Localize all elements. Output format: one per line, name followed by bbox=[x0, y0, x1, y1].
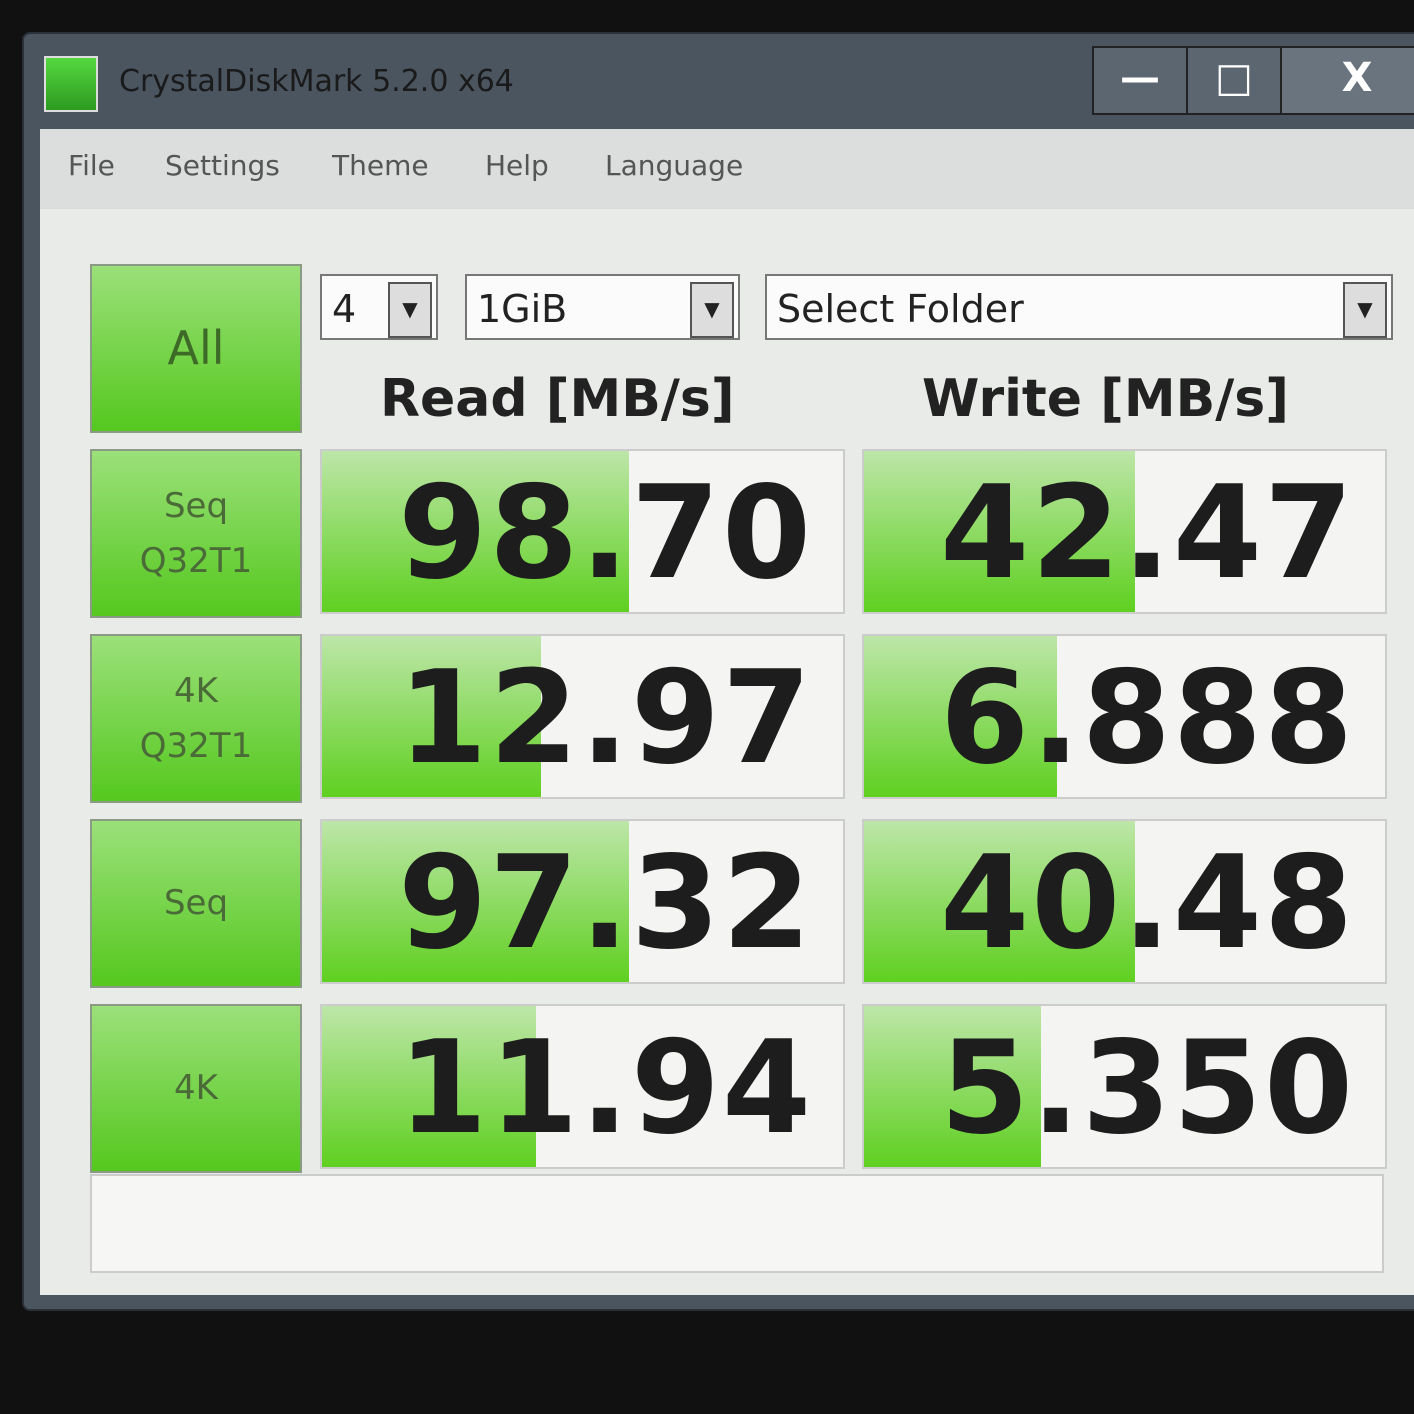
write-result: 6.888 bbox=[862, 634, 1387, 799]
read-value: 12.97 bbox=[398, 644, 813, 793]
read-bar bbox=[322, 1006, 536, 1167]
read-header: Read [MB/s] bbox=[380, 369, 735, 429]
app-window: CrystalDiskMark 5.2.0 x64 — □ X File Set… bbox=[22, 32, 1414, 1311]
folder-select[interactable]: Select Folder ▼ bbox=[765, 274, 1393, 340]
minimize-icon: — bbox=[1120, 55, 1160, 101]
count-value: 4 bbox=[332, 287, 357, 331]
write-header: Write [MB/s] bbox=[922, 369, 1289, 429]
read-bar bbox=[322, 451, 630, 612]
folder-value: Select Folder bbox=[777, 287, 1024, 331]
read-bar bbox=[322, 821, 630, 982]
write-result: 40.48 bbox=[862, 819, 1387, 984]
client-area: File Settings Theme Help Language All 4 ▼… bbox=[40, 129, 1414, 1295]
size-select[interactable]: 1GiB ▼ bbox=[465, 274, 740, 340]
close-icon: X bbox=[1341, 55, 1373, 101]
size-value: 1GiB bbox=[477, 287, 568, 331]
write-result: 5.350 bbox=[862, 1004, 1387, 1169]
maximize-button[interactable]: □ bbox=[1186, 46, 1282, 115]
write-bar bbox=[864, 1006, 1042, 1167]
read-value: 98.70 bbox=[398, 459, 813, 608]
write-value: 6.888 bbox=[940, 644, 1355, 793]
write-value: 5.350 bbox=[940, 1014, 1355, 1163]
count-select[interactable]: 4 ▼ bbox=[320, 274, 438, 340]
maximize-icon: □ bbox=[1215, 55, 1253, 101]
read-result: 97.32 bbox=[320, 819, 845, 984]
write-value: 40.48 bbox=[940, 829, 1355, 978]
chevron-down-icon: ▼ bbox=[388, 282, 432, 338]
read-bar bbox=[322, 636, 541, 797]
write-bar bbox=[864, 821, 1135, 982]
status-bar bbox=[90, 1174, 1384, 1273]
close-button[interactable]: X bbox=[1280, 46, 1414, 115]
all-button[interactable]: All bbox=[90, 264, 302, 433]
crystaldiskmark-icon bbox=[44, 56, 98, 112]
test-button[interactable]: Seq bbox=[90, 819, 302, 988]
read-result: 98.70 bbox=[320, 449, 845, 614]
menu-theme[interactable]: Theme bbox=[332, 149, 429, 182]
chevron-down-icon: ▼ bbox=[1343, 282, 1387, 338]
read-value: 97.32 bbox=[398, 829, 813, 978]
read-result: 12.97 bbox=[320, 634, 845, 799]
menu-settings[interactable]: Settings bbox=[165, 149, 280, 182]
test-button[interactable]: 4K bbox=[90, 1004, 302, 1173]
read-result: 11.94 bbox=[320, 1004, 845, 1169]
read-value: 11.94 bbox=[398, 1014, 813, 1163]
write-result: 42.47 bbox=[862, 449, 1387, 614]
menu-language[interactable]: Language bbox=[605, 149, 744, 182]
minimize-button[interactable]: — bbox=[1092, 46, 1188, 115]
test-button[interactable]: 4K Q32T1 bbox=[90, 634, 302, 803]
menu-bar: File Settings Theme Help Language bbox=[40, 129, 1414, 209]
window-title: CrystalDiskMark 5.2.0 x64 bbox=[119, 64, 514, 99]
chevron-down-icon: ▼ bbox=[690, 282, 734, 338]
write-bar bbox=[864, 451, 1135, 612]
test-button[interactable]: Seq Q32T1 bbox=[90, 449, 302, 618]
title-bar: CrystalDiskMark 5.2.0 x64 — □ X bbox=[24, 34, 1414, 129]
menu-file[interactable]: File bbox=[68, 149, 115, 182]
write-value: 42.47 bbox=[940, 459, 1355, 608]
menu-help[interactable]: Help bbox=[485, 149, 549, 182]
write-bar bbox=[864, 636, 1057, 797]
